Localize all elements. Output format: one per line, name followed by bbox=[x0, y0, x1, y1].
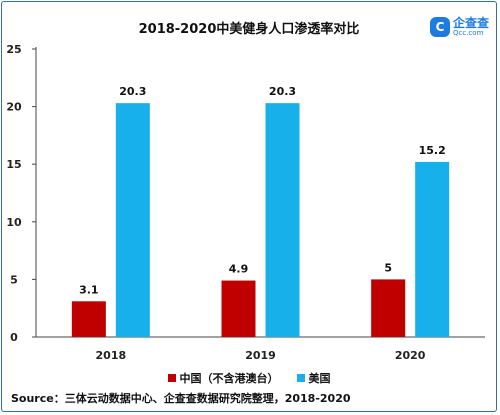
y-tick-label: 25 bbox=[6, 43, 21, 56]
data-label-usa: 15.2 bbox=[419, 144, 446, 157]
legend-label-usa: 美国 bbox=[308, 372, 331, 385]
legend-item-china: 中国（不含港澳台） bbox=[167, 370, 279, 386]
bar-china bbox=[371, 279, 406, 337]
qcc-logo-main: 企查查 bbox=[453, 16, 490, 30]
chart-title: 2018-2020中美健身人口渗透率对比 bbox=[138, 22, 360, 37]
bar-china bbox=[71, 301, 106, 337]
legend-label-china: 中国（不含港澳台） bbox=[179, 372, 279, 385]
bar-usa bbox=[415, 161, 450, 337]
bar-usa bbox=[265, 103, 300, 337]
y-tick-label: 0 bbox=[10, 331, 18, 344]
bar-chart-plot: 0 5 10 15 20 25 2018 3.1 20.3 2019 4.9 20.3 2020 5 15.… bbox=[6, 43, 485, 362]
data-label-usa: 20.3 bbox=[119, 85, 146, 98]
source-note: Source：三体云动数据中心、企查查数据研究院整理，2018-2020 bbox=[11, 392, 351, 405]
y-tick-label: 10 bbox=[6, 216, 22, 229]
qcc-logo-icon: C bbox=[430, 17, 450, 37]
legend-swatch-china bbox=[167, 374, 176, 382]
data-label-china: 4.9 bbox=[229, 263, 249, 276]
data-label-usa: 20.3 bbox=[269, 85, 296, 98]
legend-item-usa: 美国 bbox=[296, 370, 331, 386]
y-tick-label: 5 bbox=[10, 273, 18, 286]
y-tick-label: 15 bbox=[6, 158, 21, 171]
qcc-logo: C 企查查 Qcc.com bbox=[430, 17, 489, 37]
y-tick-label: 20 bbox=[6, 101, 22, 114]
qcc-logo-text: 企查查 Qcc.com bbox=[453, 17, 489, 37]
x-tick-label: 2020 bbox=[395, 349, 426, 362]
x-tick-label: 2019 bbox=[245, 349, 276, 362]
legend-swatch-usa bbox=[296, 374, 305, 382]
bar-china bbox=[221, 280, 256, 337]
bar-usa bbox=[115, 103, 150, 337]
data-label-china: 5 bbox=[384, 261, 392, 274]
qcc-logo-sub: Qcc.com bbox=[453, 29, 484, 37]
x-tick-label: 2018 bbox=[96, 349, 127, 362]
legend: 中国（不含港澳台） 美国 bbox=[2, 370, 496, 386]
data-label-china: 3.1 bbox=[79, 283, 99, 296]
